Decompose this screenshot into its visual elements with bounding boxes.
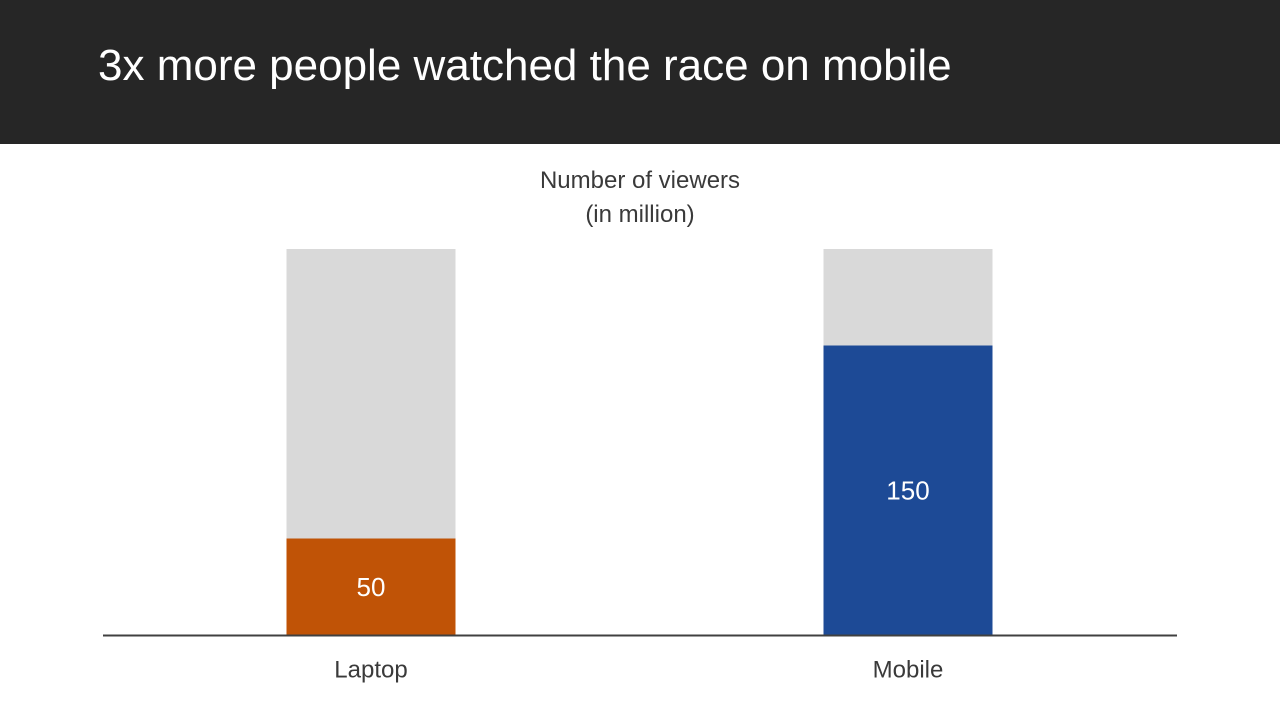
category-label-laptop: Laptop <box>334 657 407 684</box>
bar-remainder-laptop <box>286 249 456 539</box>
bar-mobile <box>823 345 993 635</box>
bar-remainder-mobile <box>823 249 993 346</box>
data-label-mobile: 150 <box>886 475 929 505</box>
category-label-mobile: Mobile <box>873 657 944 684</box>
bar-laptop <box>286 538 456 635</box>
chart-subtitle-line-1: Number of viewers <box>539 167 741 194</box>
title-banner: 3x more people watched the race on mobil… <box>0 0 1280 144</box>
data-label-laptop: 50 <box>357 572 386 602</box>
chart-title: 3x more people watched the race on mobil… <box>98 41 952 90</box>
chart-subtitle-line-2: (in million) <box>585 201 695 228</box>
